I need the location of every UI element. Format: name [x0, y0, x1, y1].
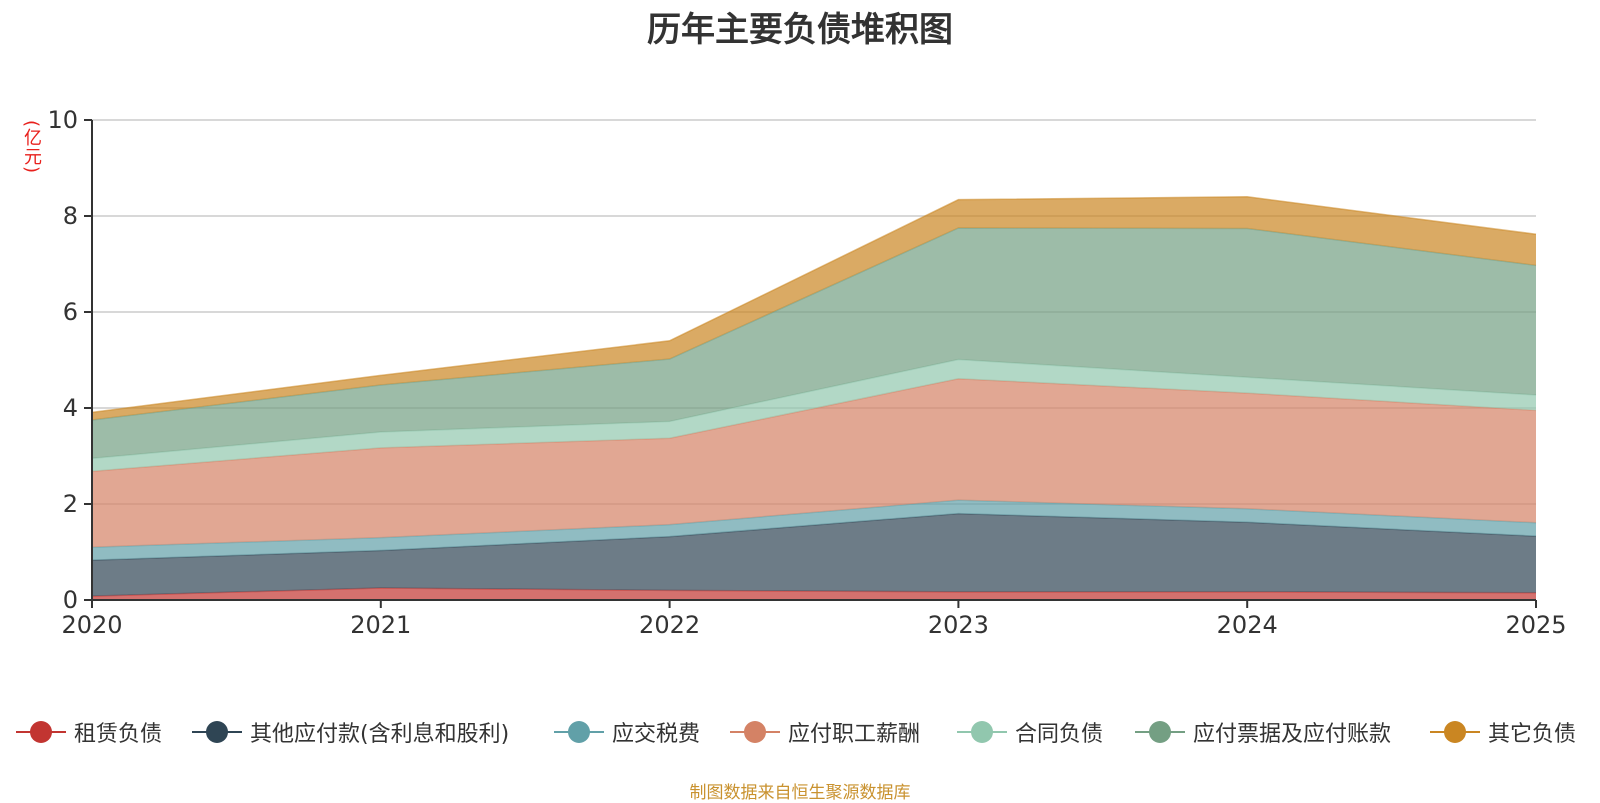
legend-marker-icon [1135, 720, 1185, 744]
legend-label: 应交税费 [612, 722, 701, 747]
legend-item[interactable]: 合同负债 [957, 712, 1103, 752]
legend-label: 应付职工薪酬 [788, 722, 921, 747]
area-series-5 [92, 359, 1536, 472]
area-edge-series-4 [91, 377, 1537, 473]
legend-item[interactable]: 其他应付款(含利息和股利) [192, 712, 509, 752]
legend-item[interactable]: 租赁负债 [16, 712, 162, 752]
y-tick-label: 2 [63, 490, 78, 518]
stacked-area-chart: 0 2 4 6 8 10 2020 2021 2022 2023 2024 2025 [47, 106, 1566, 639]
chart-title: 历年主要负债堆积图 [647, 10, 953, 50]
legend-marker-icon [192, 720, 242, 744]
legend-item[interactable]: 应交税费 [554, 712, 700, 752]
y-axis-unit-label: (亿元) [21, 120, 42, 175]
legend-item[interactable]: 应付职工薪酬 [730, 712, 920, 752]
legend-label: 其它负债 [1488, 722, 1577, 747]
legend-marker-icon [16, 720, 66, 744]
legend-item[interactable]: 应付票据及应付账款 [1135, 712, 1391, 752]
x-tick-label: 2024 [1217, 611, 1278, 639]
area-series-3 [92, 500, 1536, 561]
area-series-2 [92, 513, 1536, 597]
legend-marker-icon [730, 720, 780, 744]
y-tick-label: 8 [63, 202, 78, 230]
x-tick-label: 2022 [639, 611, 700, 639]
x-tick-label: 2021 [350, 611, 411, 639]
area-edge-series-7 [91, 196, 1537, 414]
legend-label: 其他应付款(含利息和股利) [250, 722, 510, 747]
x-tick-label: 2025 [1505, 611, 1566, 639]
area-series-6 [92, 228, 1536, 459]
area-edge-series-3 [91, 499, 1537, 548]
legend-marker-icon [957, 720, 1007, 744]
y-tick-label: 4 [63, 394, 78, 422]
y-tick-label: 6 [63, 298, 78, 326]
x-tick-label: 2020 [61, 611, 122, 639]
area-series-4 [92, 378, 1536, 548]
legend-label: 合同负债 [1015, 722, 1104, 747]
data-source-note: 制图数据来自恒生聚源数据库 [689, 783, 911, 803]
y-tick-label: 0 [63, 586, 78, 614]
x-tick-label: 2023 [928, 611, 989, 639]
chart-legend: 租赁负债 其他应付款(含利息和股利) 应交税费 应付职工薪酬 合同负债 应付票据及应付账款… [0, 712, 1600, 752]
area-series-1 [92, 588, 1536, 600]
legend-marker-icon [554, 720, 604, 744]
legend-label: 租赁负债 [74, 722, 163, 747]
legend-marker-icon [1430, 720, 1480, 744]
legend-label: 应付票据及应付账款 [1193, 722, 1392, 747]
y-tick-label: 10 [47, 106, 78, 134]
legend-item[interactable]: 其它负债 [1430, 712, 1576, 752]
area-series-7 [92, 196, 1536, 420]
